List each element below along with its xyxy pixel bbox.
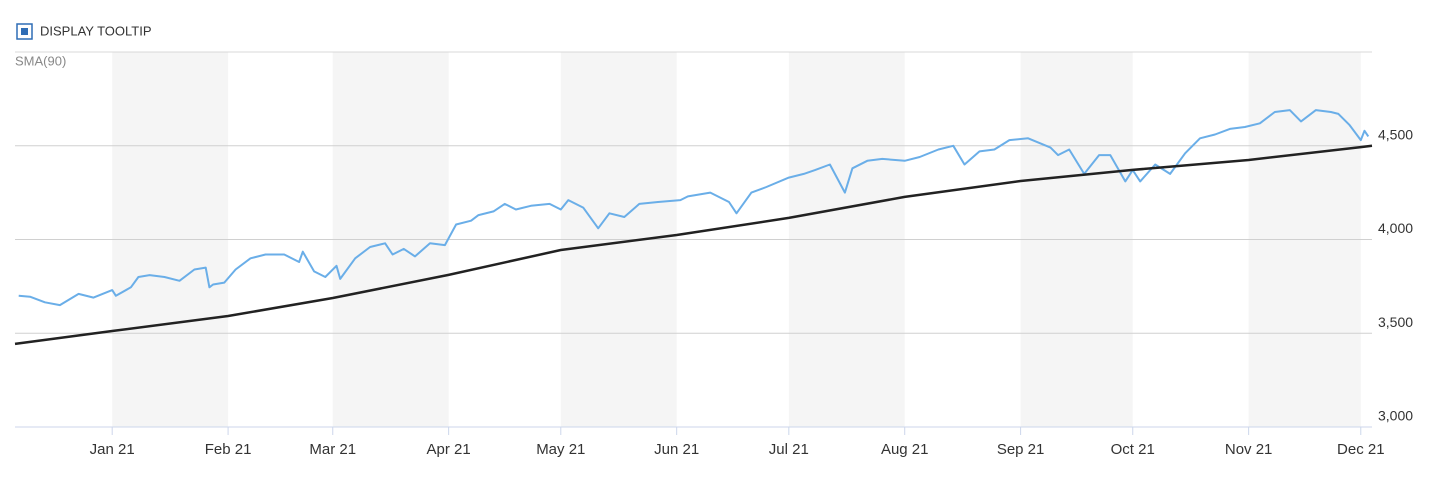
- tooltip-label[interactable]: DISPLAY TOOLTIP: [40, 23, 152, 38]
- y-tick-label: 3,000: [1378, 408, 1413, 424]
- x-tick-label: Dec 21: [1337, 441, 1385, 458]
- x-tick-label: May 21: [536, 441, 585, 458]
- y-tick-label: 3,500: [1378, 314, 1413, 330]
- x-tick-label: Jan 21: [90, 441, 135, 458]
- x-tick-label: Feb 21: [205, 441, 252, 458]
- y-tick-label: 4,000: [1378, 220, 1413, 236]
- x-tick-label: Aug 21: [881, 441, 929, 458]
- x-tick-label: Jul 21: [769, 441, 809, 458]
- series-line: [18, 109, 1370, 307]
- series-label: SMA(90): [15, 53, 66, 68]
- checkbox-mark: [21, 28, 28, 35]
- x-tick-label: Jun 21: [654, 441, 699, 458]
- x-tick-label: Apr 21: [427, 441, 471, 458]
- series-line: [14, 144, 1373, 346]
- x-tick-label: Mar 21: [309, 441, 356, 458]
- x-tick-label: Oct 21: [1111, 441, 1155, 458]
- x-tick-label: Nov 21: [1225, 441, 1273, 458]
- x-tick-label: Sep 21: [997, 441, 1045, 458]
- y-tick-label: 4,500: [1378, 126, 1413, 142]
